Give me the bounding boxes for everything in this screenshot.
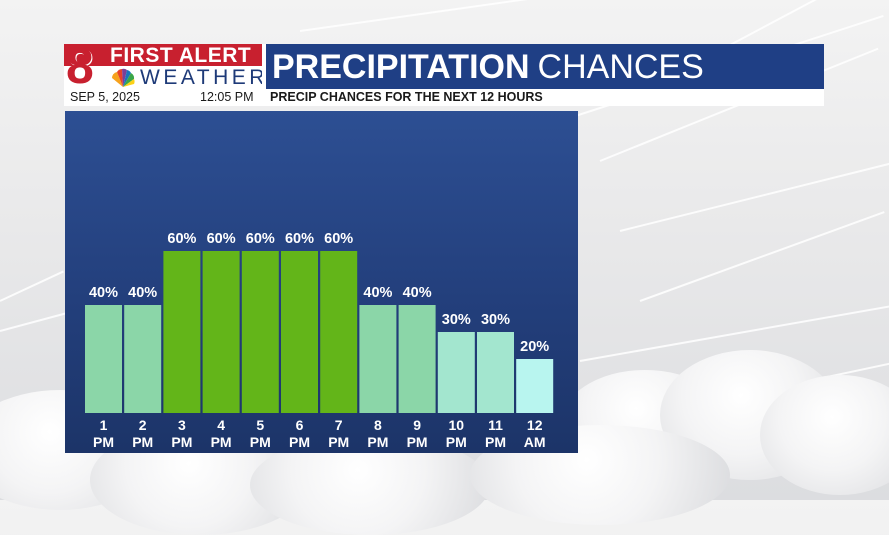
logo-channel-number: 8 (66, 38, 94, 94)
x-tick-hour: 6 (296, 417, 304, 433)
bar-8 (359, 305, 397, 413)
station-logo: 8 FIRST ALERT WEATHER (64, 38, 264, 94)
bar-3 (163, 251, 201, 413)
bar-9 (398, 305, 436, 413)
bar-5 (241, 251, 279, 413)
bar-2 (124, 305, 162, 413)
bar-value-label: 60% (285, 231, 314, 247)
x-tick-period: PM (289, 434, 310, 450)
x-tick-period: PM (367, 434, 388, 450)
x-tick-hour: 1 (100, 417, 108, 433)
x-tick-period: PM (211, 434, 232, 450)
x-tick-period: PM (328, 434, 349, 450)
bar-value-label: 60% (207, 231, 236, 247)
bar-4 (202, 251, 240, 413)
date-label: SEP 5, 2025 (70, 90, 140, 104)
x-tick-period: PM (407, 434, 428, 450)
bar-6 (281, 251, 318, 413)
title-bold-text: PRECIPITATION (272, 48, 530, 86)
x-tick-period: PM (171, 434, 192, 450)
bar-7 (320, 251, 358, 413)
bar-value-label: 40% (89, 285, 118, 301)
x-tick-hour: 10 (449, 417, 465, 433)
bar-value-label: 30% (442, 312, 471, 328)
x-tick-hour: 5 (256, 417, 264, 433)
x-tick-hour: 8 (374, 417, 382, 433)
page-title: PRECIPITATION CHANCES (262, 44, 824, 89)
x-tick-period: PM (446, 434, 467, 450)
chart-caption: PRECIP CHANCES FOR THE NEXT 12 HOURS (270, 90, 543, 104)
bar-value-label: 60% (246, 231, 275, 247)
bar-value-label: 40% (363, 285, 392, 301)
peacock-icon (111, 68, 135, 87)
bar-value-label: 30% (481, 312, 510, 328)
logo-red-band (64, 44, 262, 66)
x-tick-hour: 4 (217, 417, 225, 433)
x-tick-period: PM (250, 434, 271, 450)
x-tick-period: PM (485, 434, 506, 450)
bar-value-label: 40% (403, 285, 432, 301)
chart-panel: 40% 1 PM 40% 2 PM 60% 3 PM 60% 4 PM 60% 5 PM 60% 6 PM 60% 7… (65, 111, 578, 453)
x-tick-period: AM (524, 434, 546, 450)
x-tick-period: PM (132, 434, 153, 450)
bar-10 (437, 332, 475, 413)
x-tick-hour: 2 (139, 417, 147, 433)
x-tick-hour: 12 (527, 417, 543, 433)
x-tick-hour: 9 (413, 417, 421, 433)
x-tick-hour: 11 (488, 417, 503, 433)
bar-value-label: 60% (324, 231, 353, 247)
x-tick-hour: 3 (178, 417, 186, 433)
precip-bar-chart: 40%1PM40%2PM60%3PM60%4PM60%5PM60%6PM60%7… (85, 231, 554, 450)
bar-value-label: 60% (167, 231, 196, 247)
bar-12 (516, 359, 554, 413)
bar-value-label: 40% (128, 285, 157, 301)
bar-11 (477, 332, 514, 413)
time-label: 12:05 PM (200, 90, 254, 104)
logo-first-alert-text: FIRST ALERT (110, 44, 252, 67)
bar-value-label: 20% (520, 339, 549, 355)
bar-1 (85, 305, 122, 413)
x-tick-hour: 7 (335, 417, 343, 433)
logo-weather-text: WEATHER (140, 66, 268, 89)
x-tick-period: PM (93, 434, 114, 450)
info-bar: SEP 5, 2025 12:05 PM PRECIP CHANCES FOR … (64, 89, 824, 106)
title-light-text: CHANCES (537, 48, 704, 86)
